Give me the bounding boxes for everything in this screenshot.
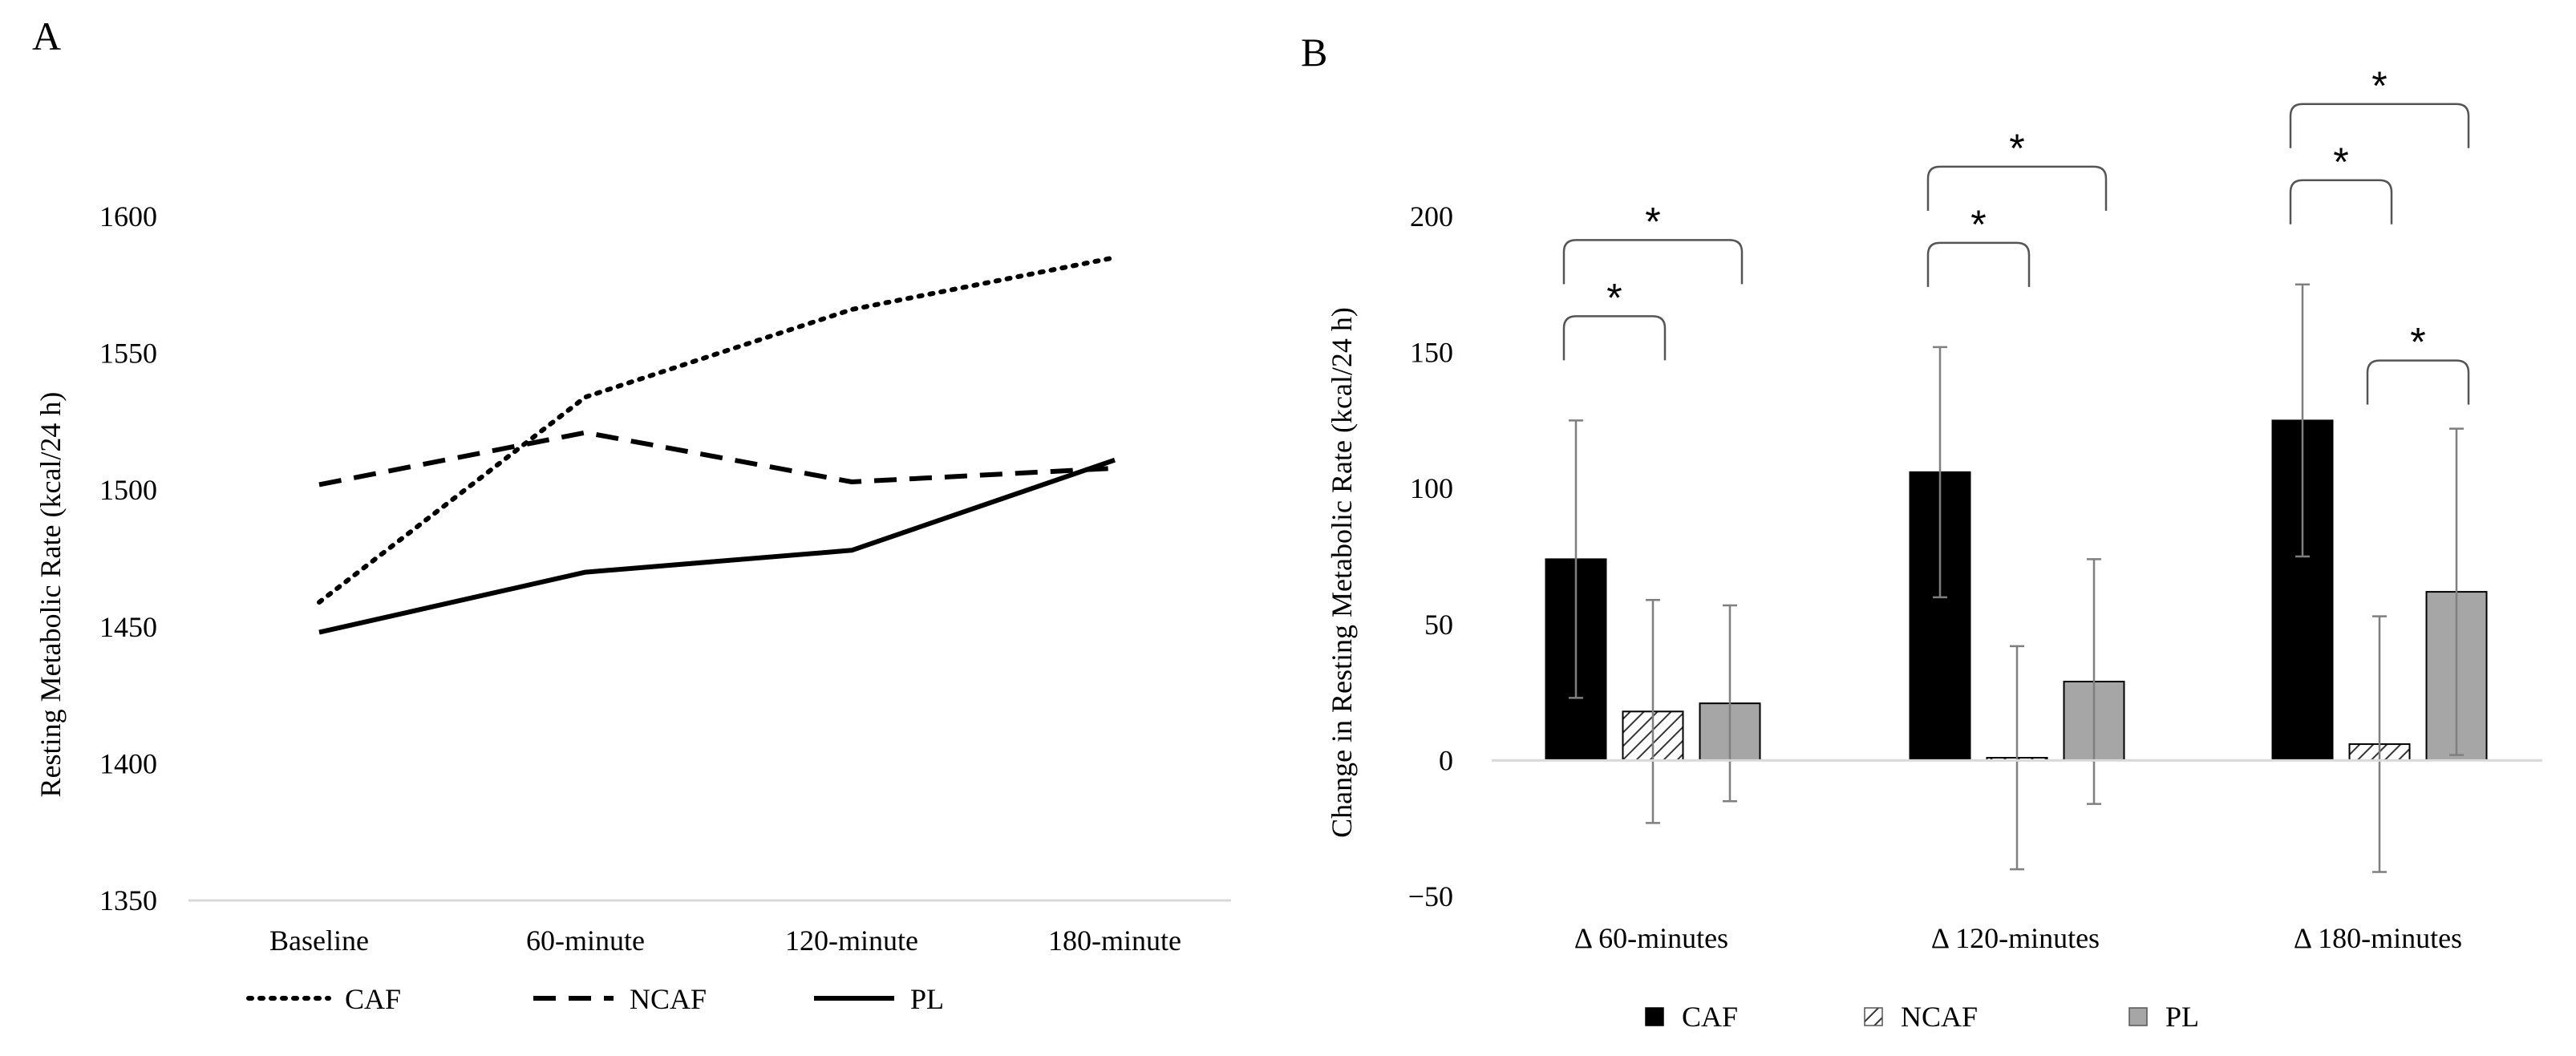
x-tick-label-a: Baseline	[269, 925, 369, 957]
legend-label-ncaf: NCAF	[630, 983, 707, 1015]
significance-star: *	[2009, 126, 2024, 171]
x-tick-label-a: 120-minute	[785, 925, 918, 957]
y-tick-label-b: 0	[1439, 744, 1453, 776]
significance-star: *	[2371, 63, 2387, 108]
panel-label-a: A	[32, 14, 61, 59]
x-tick-label-b: Δ 120-minutes	[1931, 922, 2100, 954]
y-tick-label-b: 50	[1424, 609, 1453, 641]
significance-bracket	[1926, 241, 2031, 287]
legend-label-caf: CAF	[345, 983, 401, 1015]
y-tick-label-a: 1350	[99, 884, 157, 916]
legend-swatch-ncaf	[1864, 1007, 1883, 1026]
x-tick-label-a: 180-minute	[1048, 925, 1181, 957]
x-tick-label-b: Δ 180-minutes	[2294, 922, 2462, 954]
significance-bracket	[1562, 239, 1744, 285]
series-line-ncaf	[318, 430, 1116, 488]
y-tick-label-a: 1550	[99, 338, 157, 370]
significance-bracket	[1926, 165, 2108, 211]
significance-bracket	[2366, 359, 2470, 405]
legend-label-caf: CAF	[1682, 1001, 1738, 1033]
significance-bracket	[1562, 315, 1667, 361]
significance-star: *	[1970, 202, 1986, 247]
legend-label-ncaf: NCAF	[1901, 1001, 1978, 1033]
legend-label-pl: PL	[910, 983, 944, 1015]
legend-swatch-pl	[2128, 1007, 2148, 1026]
panel-label-b: B	[1301, 30, 1327, 75]
legend-swatch-caf	[1645, 1007, 1664, 1026]
y-tick-label-a: 1600	[99, 200, 157, 233]
y-axis-title-b: Change in Resting Metabolic Rate (kcal/2…	[1326, 307, 1358, 838]
chart-a-plot: 1350 1400 1450 1500 1550 1600 Baseline 60-minut…	[34, 200, 1231, 1015]
x-tick-label-a: 60-minute	[526, 925, 645, 957]
significance-star: *	[2410, 320, 2425, 365]
y-axis-title-a: Resting Metabolic Rate (kcal/24 h)	[34, 392, 67, 798]
x-tick-label-b: Δ 60-minutes	[1574, 922, 1728, 954]
legend-label-pl: PL	[2165, 1001, 2199, 1033]
significance-star: *	[1645, 199, 1660, 244]
series-line-pl	[318, 457, 1116, 635]
y-tick-label-a: 1450	[99, 611, 157, 643]
chart-b-plot: −50 0 50 100 150 200 Change in Resting Metabol…	[1326, 63, 2542, 1033]
y-tick-label-a: 1400	[99, 747, 157, 779]
y-tick-label-a: 1500	[99, 474, 157, 506]
series-line-caf	[317, 255, 1117, 605]
y-tick-label-b: −50	[1408, 880, 1453, 912]
significance-star: *	[2333, 140, 2348, 184]
significance-bracket	[2289, 103, 2470, 148]
y-tick-label-b: 150	[1410, 337, 1453, 369]
y-tick-label-b: 200	[1410, 200, 1453, 233]
significance-star: *	[1606, 275, 1622, 320]
y-tick-label-b: 100	[1410, 472, 1453, 504]
significance-bracket	[2289, 179, 2393, 225]
